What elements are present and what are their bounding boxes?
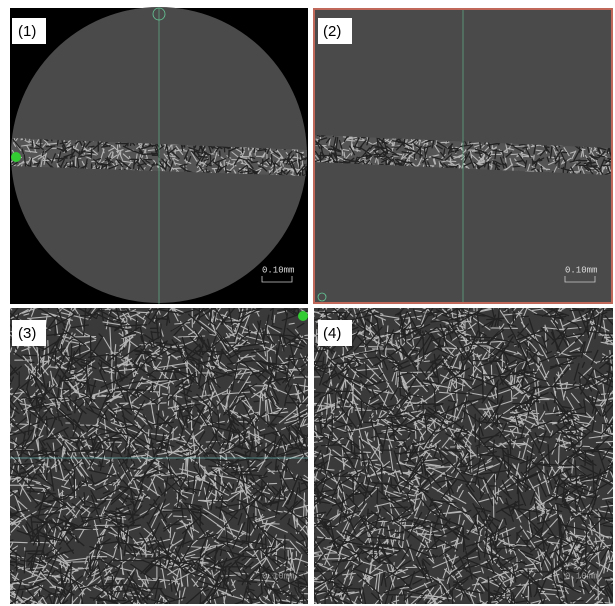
scale-label: 0.10mm bbox=[262, 571, 294, 581]
scale-label: 0.10mm bbox=[565, 571, 597, 581]
panel-label: (3) bbox=[18, 325, 36, 342]
marker bbox=[298, 311, 308, 321]
panel-label: (4) bbox=[323, 325, 341, 342]
page: {"panels": [ {"label": "(1)", "scale_lab… bbox=[0, 0, 615, 606]
figure: (1) (2) (3) (4) 0.10mm 0.10mm 0.10mm 0.1… bbox=[0, 0, 615, 606]
scale-label: 0.10mm bbox=[565, 265, 597, 275]
panel-label: (2) bbox=[323, 23, 341, 40]
panel-label: (1) bbox=[18, 23, 36, 40]
marker bbox=[11, 152, 21, 162]
scale-label: 0.10mm bbox=[262, 265, 294, 275]
